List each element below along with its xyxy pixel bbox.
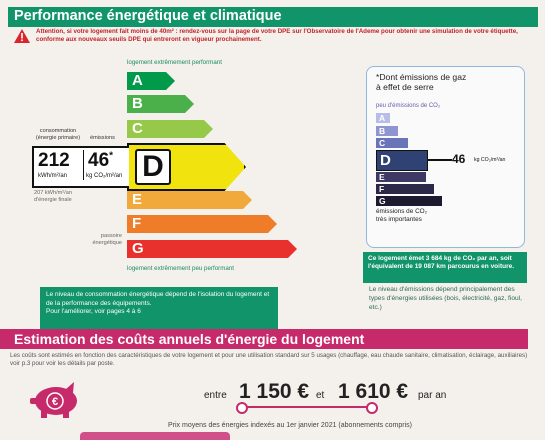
energy-grade-d-letter: D <box>135 149 171 185</box>
energy-grade-f: F <box>127 215 277 233</box>
energy-bottom-label: logement extrêmement peu performant <box>127 265 234 272</box>
emissions-value: 46* <box>88 150 113 172</box>
ges-detail-text: Le niveau d'émissions dépend principalem… <box>369 286 522 311</box>
section-header-bar <box>8 7 538 27</box>
ges-grade-b: B <box>376 126 398 136</box>
cost-et: et <box>316 390 325 401</box>
emissions-caption: émissions <box>90 135 115 141</box>
ges-grade-a: A <box>376 113 390 123</box>
price-note: Prix moyens des énergies indexés au 1er … <box>168 422 412 429</box>
cost-low: 1 150 € <box>239 380 310 403</box>
cost-range-start-dot <box>236 402 248 414</box>
ges-low-label: peu d'émissions de CO₂ <box>376 103 441 109</box>
energy-grade-d-current: D <box>127 143 246 191</box>
ges-high-label: émissions de CO₂ très importantes <box>376 208 428 223</box>
svg-text:€: € <box>52 396 58 408</box>
ges-grade-b-letter: B <box>379 126 386 136</box>
cost-high: 1 610 € <box>338 380 409 403</box>
emissions-unit: kg CO₂/m²/an <box>86 173 123 179</box>
section-title-costs: Estimation des coûts annuels d'énergie d… <box>14 331 365 347</box>
energy-grade-g: G <box>127 240 297 258</box>
ges-grade-d-current: D <box>376 150 428 171</box>
section-title-performance: Performance énergétique et climatique <box>14 8 282 24</box>
ges-grade-g: G <box>376 196 442 206</box>
energy-grade-a-letter: A <box>132 72 143 89</box>
warning-icon <box>14 29 30 43</box>
bottom-pink-strip <box>80 432 230 440</box>
ges-grade-c: C <box>376 138 408 148</box>
section-header-bar-costs <box>0 329 528 349</box>
energy-grade-e: E <box>127 191 252 209</box>
energy-values-box <box>32 146 129 188</box>
ges-grade-f: F <box>376 184 434 194</box>
cost-par-an: par an <box>418 390 447 401</box>
energy-grade-a: A <box>127 72 175 90</box>
ges-grade-e: E <box>376 172 426 182</box>
energy-top-label: logement extrêmement performant <box>127 59 222 66</box>
energy-grade-b-letter: B <box>132 95 143 112</box>
values-separator <box>83 150 84 180</box>
ges-grade-c-letter: C <box>379 138 386 148</box>
attention-notice: Attention, si votre logement fait moins … <box>36 28 518 44</box>
ges-grade-a-letter: A <box>379 113 386 123</box>
costs-description: Les coûts sont estimés en fonction des c… <box>10 352 528 367</box>
final-energy-caption: 207 kWh/m²/an d'énergie finale <box>34 190 72 203</box>
ges-grade-e-letter: E <box>379 172 385 182</box>
energy-grade-f-letter: F <box>132 215 142 232</box>
cost-range-bar <box>240 406 372 408</box>
ges-value: 46 <box>452 152 466 166</box>
ges-grade-d-letter: D <box>380 152 391 169</box>
energy-grade-c-letter: C <box>132 120 143 137</box>
consumption-unit: kWh/m²/an <box>38 173 68 179</box>
passoire-caption: passoire énergétique <box>92 233 122 246</box>
energy-grade-c: C <box>127 120 213 138</box>
energy-grade-g-letter: G <box>132 240 144 257</box>
emissions-star: * <box>109 150 114 162</box>
energy-info-box: Le niveau de consommation énergétique dé… <box>40 287 278 330</box>
energy-grade-e-letter: E <box>132 191 143 208</box>
piggy-bank-icon: € <box>30 382 77 418</box>
co2-highlight-box: Ce logement émet 3 684 kg de CO₂ par an,… <box>363 252 527 283</box>
ges-unit: kg CO₂/m²/an <box>474 157 506 163</box>
ges-title: *Dont émissions de gaz à effet de serre <box>376 72 467 92</box>
ges-grade-g-letter: G <box>379 196 386 206</box>
ges-grade-f-letter: F <box>379 184 385 194</box>
energy-grade-b: B <box>127 95 194 113</box>
ges-pointer-line <box>428 159 452 161</box>
emissions-number: 46 <box>88 150 110 171</box>
consumption-caption: consommation (énergie primaire) <box>35 128 81 141</box>
cost-entre: entre <box>204 390 227 401</box>
cost-range-end-dot <box>366 402 378 414</box>
consumption-value: 212 <box>38 150 70 171</box>
